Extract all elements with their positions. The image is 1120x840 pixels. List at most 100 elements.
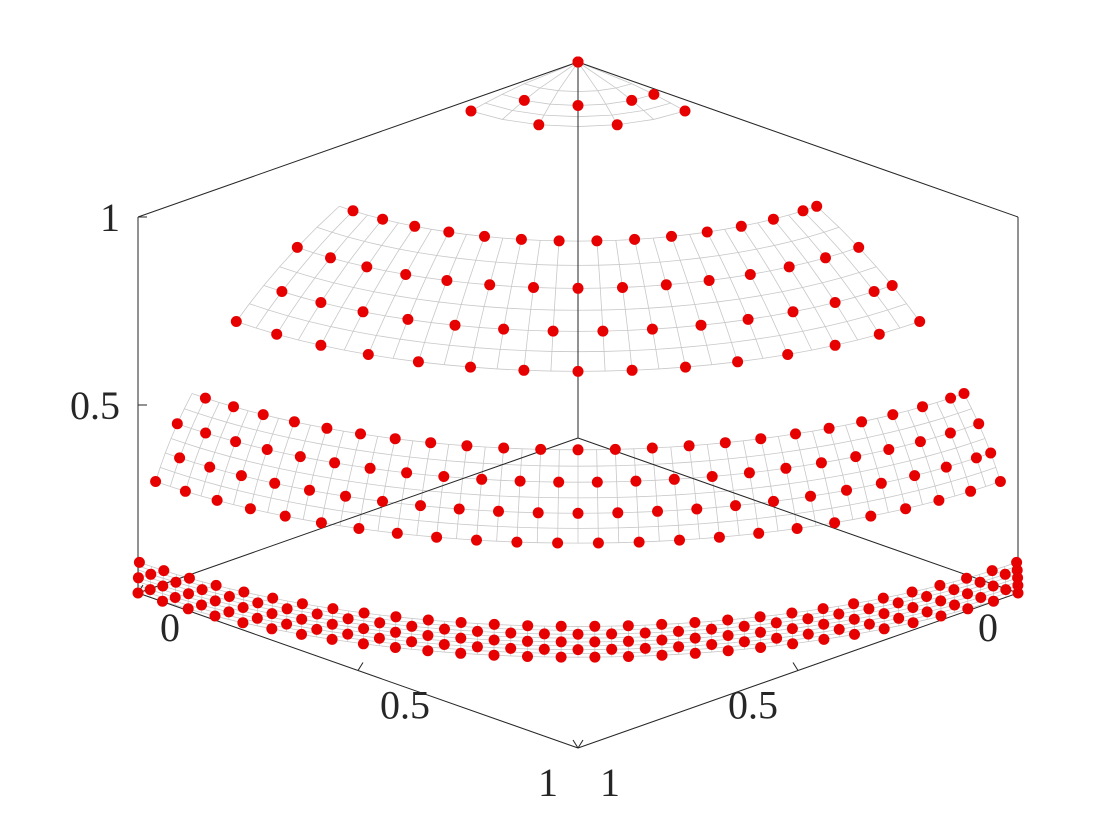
mesh-meridian xyxy=(436,444,450,538)
data-point xyxy=(438,471,450,482)
mesh-meridian xyxy=(877,418,907,509)
data-point xyxy=(962,603,974,615)
data-point xyxy=(179,485,191,497)
mesh-meridian xyxy=(284,425,311,517)
data-point xyxy=(783,261,795,273)
mesh-meridian xyxy=(651,447,660,542)
data-point xyxy=(572,644,584,656)
data-point xyxy=(402,313,414,325)
data-point xyxy=(390,611,402,623)
data-point xyxy=(455,647,467,659)
data-point xyxy=(315,297,327,308)
data-point xyxy=(244,503,256,515)
data-point xyxy=(962,588,973,600)
data-point xyxy=(235,470,247,482)
data-point xyxy=(355,428,366,440)
data-point xyxy=(768,495,779,507)
mesh-meridian xyxy=(706,231,764,359)
data-point xyxy=(591,476,603,488)
data-point xyxy=(887,409,899,421)
y-axis-line xyxy=(577,437,1019,594)
data-point xyxy=(223,591,235,602)
data-point xyxy=(304,484,315,496)
data-point xyxy=(505,627,517,639)
y-tick-mark xyxy=(357,662,364,671)
mesh-meridian xyxy=(418,234,467,362)
data-point xyxy=(949,599,960,611)
mesh-meridian xyxy=(155,393,193,482)
mesh-meridian xyxy=(742,440,760,534)
data-point xyxy=(921,606,933,618)
data-point xyxy=(722,645,734,657)
mesh-meridian xyxy=(670,446,680,541)
data-point xyxy=(294,451,306,463)
data-point xyxy=(390,626,401,638)
data-point xyxy=(639,627,651,639)
data-point xyxy=(666,230,677,242)
data-point xyxy=(722,614,734,626)
data-point xyxy=(695,319,707,331)
mesh-meridian xyxy=(321,431,344,523)
data-point xyxy=(374,617,386,629)
mesh-meridian xyxy=(950,397,987,487)
data-point xyxy=(863,603,875,615)
data-point xyxy=(877,592,889,604)
data-point xyxy=(204,461,216,473)
data-point xyxy=(522,651,533,662)
data-point xyxy=(738,636,750,648)
data-point xyxy=(174,452,186,464)
data-point xyxy=(461,440,473,452)
mesh-meridian xyxy=(802,210,901,329)
data-point xyxy=(935,595,947,607)
data-point xyxy=(626,364,638,376)
data-point xyxy=(552,537,564,549)
x-axis-line xyxy=(137,437,579,594)
data-point xyxy=(479,230,490,242)
data-point xyxy=(753,527,765,539)
data-point xyxy=(706,639,718,650)
mesh-meridian xyxy=(200,406,234,497)
data-point xyxy=(873,328,885,340)
data-point xyxy=(623,651,634,662)
data-point xyxy=(488,649,500,661)
mesh-meridian xyxy=(367,229,432,355)
mesh-meridian xyxy=(760,438,779,532)
data-point xyxy=(722,630,734,641)
data-point xyxy=(790,428,801,440)
data-point xyxy=(589,636,601,648)
data-point xyxy=(406,620,418,632)
data-point xyxy=(994,476,1006,487)
data-point xyxy=(169,592,181,603)
mesh-meridian xyxy=(169,397,206,487)
data-point xyxy=(986,565,998,577)
data-point xyxy=(755,642,767,653)
data-point xyxy=(288,416,300,428)
data-point xyxy=(326,633,338,645)
data-point xyxy=(701,226,713,238)
data-point xyxy=(787,306,799,318)
mesh-meridian xyxy=(963,393,1001,482)
mesh-meridian xyxy=(892,414,923,505)
x-tick-mark xyxy=(572,739,579,749)
mesh-meridian xyxy=(496,239,522,370)
data-point xyxy=(617,282,628,293)
data-point xyxy=(522,620,534,632)
mesh-meridian xyxy=(936,402,971,492)
mesh-meridian xyxy=(614,449,620,543)
data-point xyxy=(689,647,701,659)
data-point xyxy=(211,494,223,506)
data-point xyxy=(238,586,250,598)
mesh-meridian xyxy=(795,433,817,526)
data-point xyxy=(738,620,750,632)
mesh-meridian xyxy=(249,418,279,509)
data-point xyxy=(327,603,339,615)
data-point xyxy=(660,279,672,291)
data-point xyxy=(196,599,207,611)
data-point xyxy=(606,628,618,640)
data-point xyxy=(780,462,792,474)
data-point xyxy=(656,618,668,630)
data-point xyxy=(935,610,947,622)
data-point xyxy=(228,401,239,413)
data-point xyxy=(296,628,307,640)
data-point xyxy=(409,220,421,232)
